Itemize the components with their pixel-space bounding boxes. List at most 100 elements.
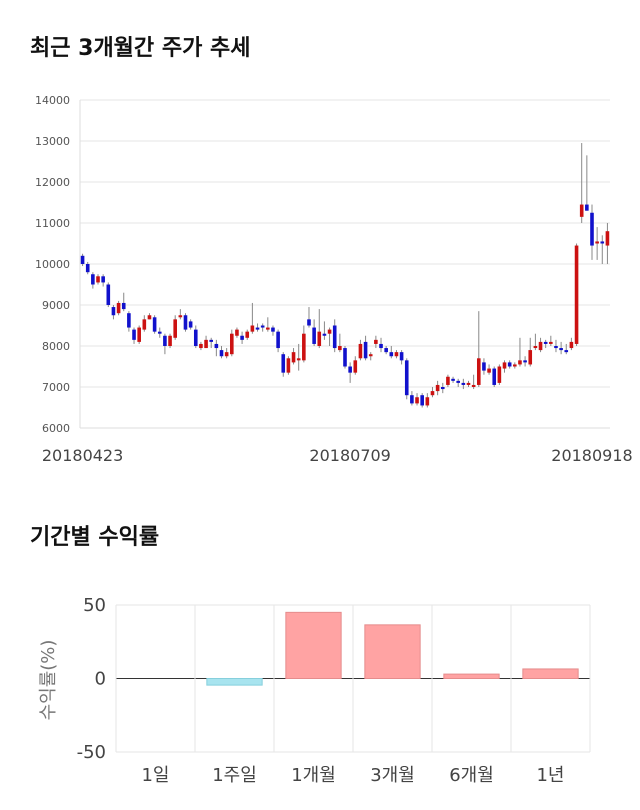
candle-body (600, 241, 605, 244)
candle-body (116, 302, 121, 314)
candle-body (543, 341, 548, 344)
x-category-label: 1주일 (212, 765, 257, 786)
candle-body (595, 241, 599, 244)
candle (116, 300, 121, 316)
candle-body (132, 329, 136, 340)
candle-body (224, 352, 229, 357)
candle (271, 325, 275, 336)
candle (353, 356, 358, 375)
candle (157, 327, 162, 338)
candle-body (574, 245, 579, 344)
candle (307, 307, 311, 328)
candle (276, 329, 280, 353)
candle (235, 327, 239, 338)
x-category-label: 1일 (141, 765, 169, 786)
candle (219, 346, 224, 359)
y-tick-label: 12000 (35, 176, 70, 189)
candle-body (384, 348, 388, 353)
candle-body (250, 325, 255, 332)
price-candlestick-chart: 6000 7000 8000 9000 10000 11000 12000 13000 1400… (35, 94, 633, 465)
candle (296, 343, 301, 371)
candle (379, 337, 383, 353)
candle-body (101, 276, 105, 283)
candle-body (96, 276, 100, 283)
candle (461, 378, 466, 390)
candle-body (317, 331, 322, 346)
candle (193, 325, 198, 349)
candle (554, 339, 558, 353)
candle-body (178, 315, 183, 318)
candle (147, 313, 152, 320)
x-category-label: 3개월 (370, 765, 415, 786)
y-tick-label: 8000 (42, 340, 70, 353)
candle (132, 327, 136, 344)
candle (338, 333, 342, 353)
candle (91, 272, 95, 289)
candle-body (137, 327, 141, 342)
candle-body (497, 366, 502, 383)
x-category-label: 1개월 (291, 765, 336, 786)
candle-body (209, 339, 214, 342)
candle-body (91, 274, 95, 285)
x-tick-label: 20180918 (551, 446, 632, 465)
candle-body (399, 352, 404, 361)
candle (255, 323, 260, 332)
candle-body (163, 335, 167, 346)
return-bar (443, 673, 500, 680)
candle (430, 387, 435, 398)
candle-body (219, 350, 224, 357)
candle-body (430, 391, 435, 396)
candle-body (127, 313, 131, 328)
candle-body (446, 376, 450, 385)
candle (286, 356, 291, 375)
return-bar (364, 624, 421, 679)
candle-body (204, 339, 208, 349)
candle-body (569, 341, 574, 349)
candle-body (173, 319, 177, 338)
y-tick-label: 10000 (35, 258, 70, 271)
candle-body (461, 382, 466, 385)
candle-body (605, 231, 610, 246)
candle (579, 143, 584, 223)
candle (121, 292, 126, 312)
return-bar (206, 678, 263, 686)
candle (590, 204, 594, 260)
candle (127, 311, 131, 332)
candle (363, 335, 368, 361)
candle (456, 378, 461, 387)
candle (595, 227, 599, 260)
candle (266, 317, 270, 332)
candle (543, 339, 548, 349)
candle (137, 325, 141, 344)
candle (168, 333, 172, 349)
candle-body (533, 346, 538, 349)
candle-body (142, 319, 147, 330)
candle (312, 319, 316, 346)
candle (605, 223, 610, 264)
candle-body (312, 327, 316, 344)
candle-body (502, 362, 507, 369)
candle (420, 393, 424, 408)
candle-body (394, 352, 399, 357)
candle (518, 337, 522, 367)
candle-body (420, 395, 424, 406)
candle-body (240, 335, 244, 340)
candle-body (435, 384, 440, 392)
candle (96, 274, 100, 285)
candle-body (518, 360, 522, 365)
candle (600, 235, 605, 264)
candle (482, 358, 486, 375)
candle (528, 337, 533, 367)
candle (260, 323, 265, 332)
candle-body (296, 358, 301, 361)
candle-body (229, 333, 234, 355)
candle-body (363, 341, 368, 359)
candle (80, 253, 85, 267)
candle-body (476, 358, 481, 385)
candle-body (276, 331, 280, 349)
candle (183, 313, 188, 332)
candle-body (235, 329, 239, 336)
candle (466, 380, 471, 387)
return-bar (285, 611, 342, 679)
candle (250, 302, 255, 334)
